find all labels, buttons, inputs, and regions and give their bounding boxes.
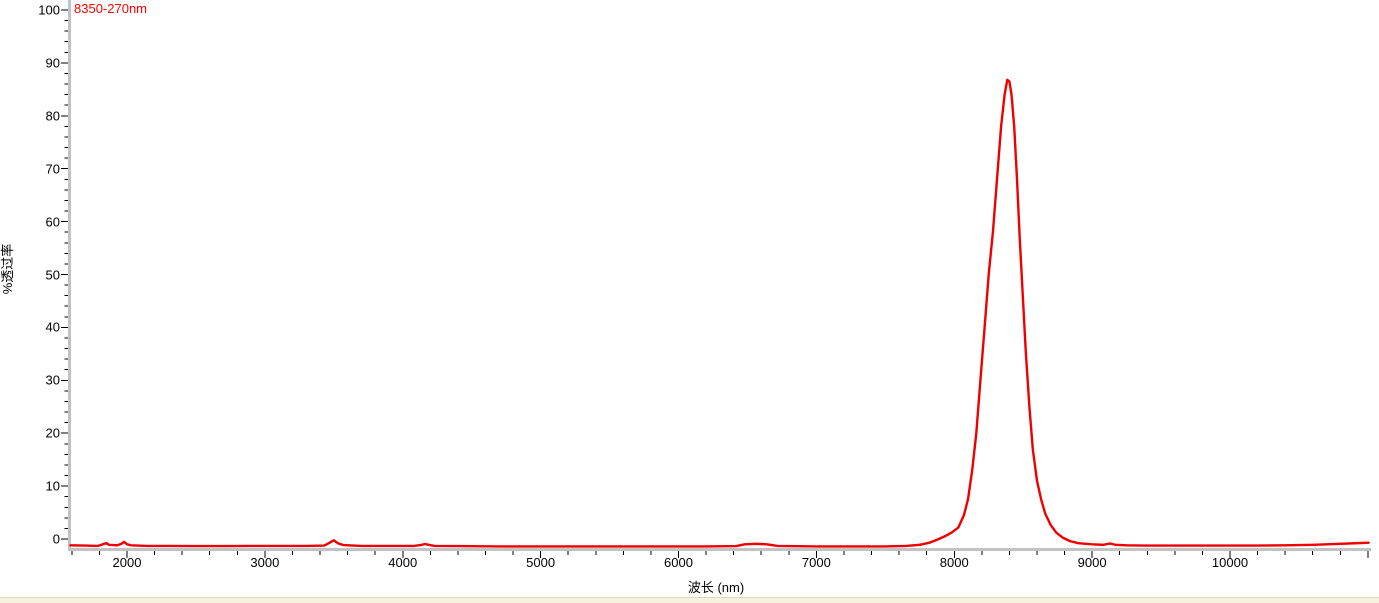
y-tick-label: 100 — [38, 2, 60, 18]
x-tick-label: 7000 — [801, 555, 831, 570]
x-tick-label: 8000 — [939, 555, 969, 570]
y-tick-label: 50 — [45, 267, 60, 282]
x-tick-label: 4000 — [388, 555, 418, 570]
y-tick-label: 0 — [52, 531, 60, 547]
x-tick-label: 2000 — [112, 555, 142, 570]
x-axis-line — [68, 548, 1371, 551]
spectrum-curve — [69, 78, 1370, 548]
y-tick-label: 70 — [45, 161, 60, 177]
x-tick-label: 5000 — [526, 555, 556, 570]
series-legend-label[interactable]: 8350-270nm — [74, 1, 147, 16]
y-tick-label: 20 — [45, 425, 60, 441]
y-tick-label: 40 — [45, 319, 60, 335]
y-tick-label: 30 — [45, 372, 60, 388]
y-tick-label: 80 — [45, 108, 60, 124]
y-tick-label: 60 — [45, 214, 60, 230]
y-axis-title: %透过率 — [0, 243, 15, 295]
bottom-panel-edge — [0, 597, 1379, 603]
y-tick-label: 10 — [45, 478, 60, 494]
x-axis-title: 波长 (nm) — [687, 580, 745, 595]
x-tick-label: 6000 — [664, 555, 693, 570]
x-tick-label: 3000 — [250, 555, 280, 570]
y-tick-label: 90 — [45, 55, 60, 71]
x-tick-label: 10000 — [1211, 555, 1249, 570]
x-tick-label: 9000 — [1077, 555, 1107, 570]
y-axis-line — [68, 0, 71, 551]
